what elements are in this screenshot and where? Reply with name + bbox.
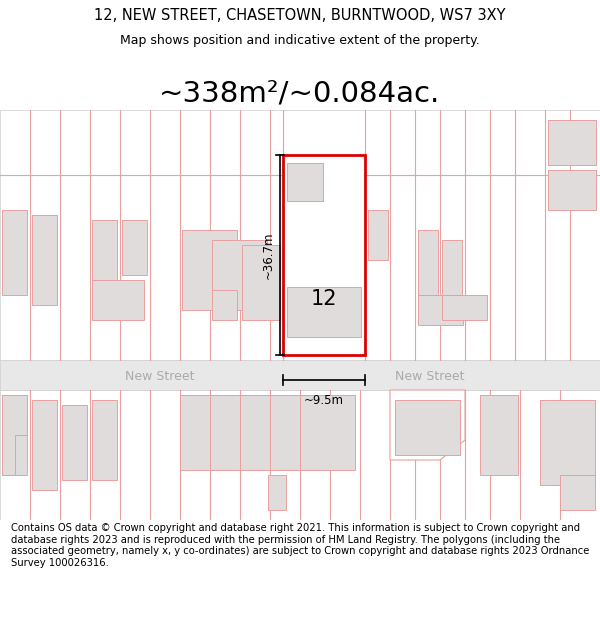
Bar xyxy=(548,120,596,165)
Bar xyxy=(442,240,462,295)
Bar xyxy=(122,220,147,275)
Bar xyxy=(418,230,438,295)
Bar xyxy=(2,210,27,295)
Bar xyxy=(242,245,280,320)
Bar xyxy=(0,390,600,520)
Bar xyxy=(92,400,117,480)
Text: ~36.7m: ~36.7m xyxy=(262,231,275,279)
Bar xyxy=(480,395,518,475)
Bar xyxy=(212,290,237,320)
Bar xyxy=(548,170,596,210)
Bar xyxy=(0,360,600,390)
Bar xyxy=(287,163,323,201)
Bar xyxy=(368,210,388,260)
Text: New Street: New Street xyxy=(125,369,195,382)
Text: 12, NEW STREET, CHASETOWN, BURNTWOOD, WS7 3XY: 12, NEW STREET, CHASETOWN, BURNTWOOD, WS… xyxy=(94,8,506,23)
Bar xyxy=(32,400,57,490)
Bar xyxy=(300,395,355,470)
Bar xyxy=(32,215,57,305)
Text: 12: 12 xyxy=(311,289,337,309)
Bar xyxy=(268,475,286,510)
Bar xyxy=(540,400,595,485)
Bar xyxy=(287,287,361,337)
Text: New Street: New Street xyxy=(395,369,465,382)
Text: Map shows position and indicative extent of the property.: Map shows position and indicative extent… xyxy=(120,34,480,47)
Bar xyxy=(395,400,460,455)
Bar xyxy=(0,110,600,360)
Bar xyxy=(283,155,365,355)
Bar xyxy=(270,395,325,470)
Bar xyxy=(92,220,117,320)
Polygon shape xyxy=(390,390,465,460)
Bar xyxy=(180,395,235,470)
Bar xyxy=(442,295,487,320)
Text: ~9.5m: ~9.5m xyxy=(304,394,344,407)
Text: Contains OS data © Crown copyright and database right 2021. This information is : Contains OS data © Crown copyright and d… xyxy=(11,523,589,568)
Bar xyxy=(2,395,27,475)
Bar xyxy=(62,405,87,480)
Bar xyxy=(240,395,295,470)
Bar xyxy=(418,295,463,325)
Bar xyxy=(182,230,237,310)
Bar xyxy=(92,280,144,320)
Polygon shape xyxy=(2,395,27,475)
Text: ~338m²/~0.084ac.: ~338m²/~0.084ac. xyxy=(160,79,440,107)
Bar xyxy=(212,240,267,310)
Bar xyxy=(560,475,595,510)
Bar xyxy=(210,395,265,470)
